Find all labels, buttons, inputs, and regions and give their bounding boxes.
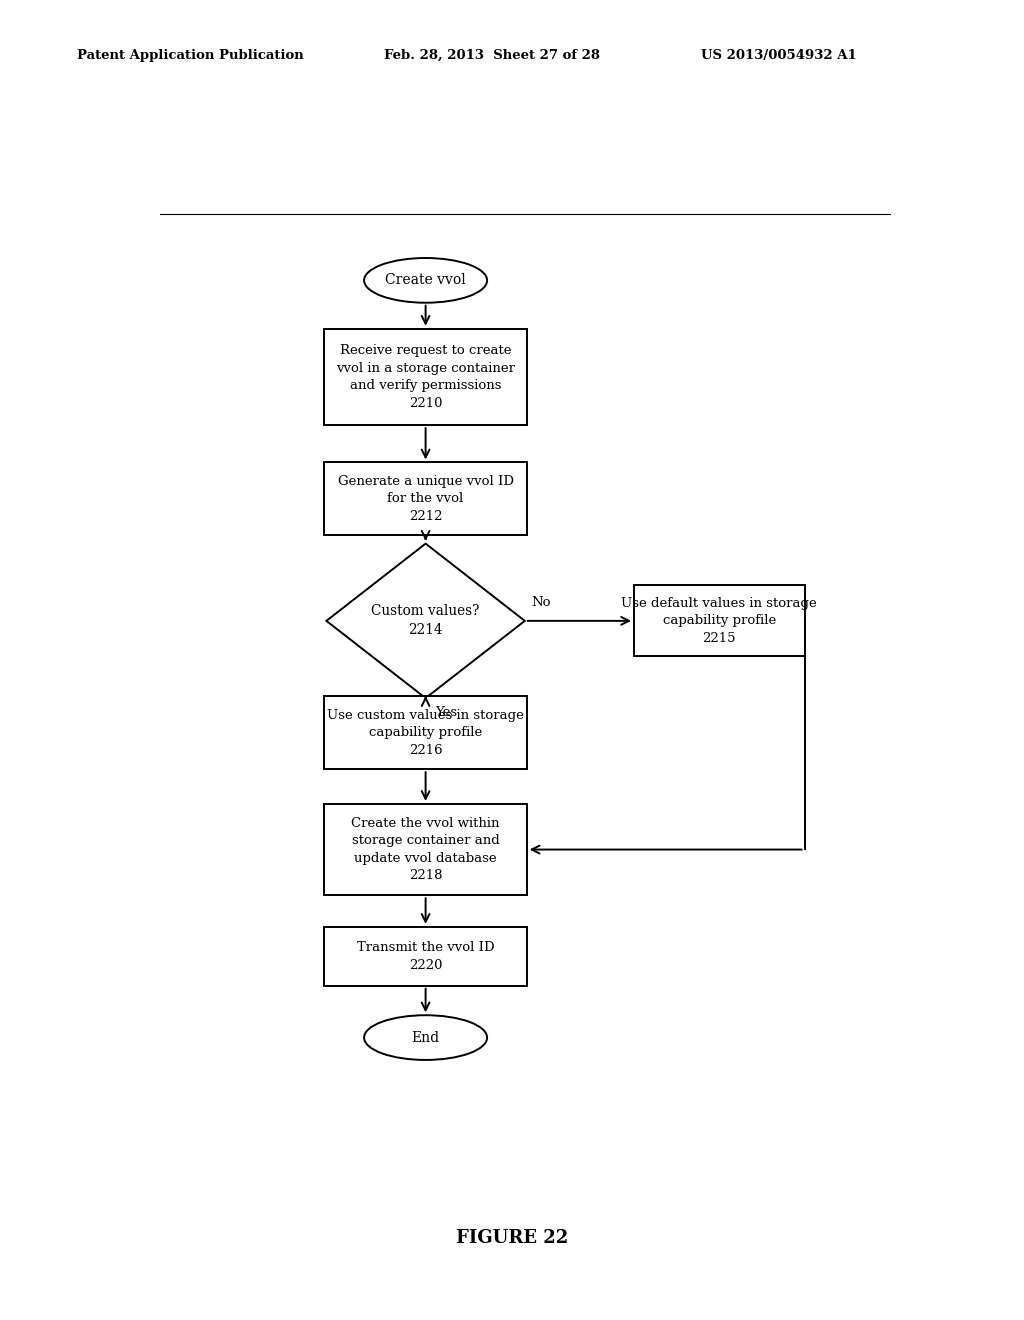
- Bar: [325, 804, 526, 895]
- Text: End: End: [412, 1031, 439, 1044]
- Text: No: No: [531, 595, 551, 609]
- Text: Feb. 28, 2013  Sheet 27 of 28: Feb. 28, 2013 Sheet 27 of 28: [384, 49, 600, 62]
- Text: Create the vvol within
storage container and
update vvol database
2218: Create the vvol within storage container…: [351, 817, 500, 882]
- Bar: [325, 927, 526, 986]
- Text: Generate a unique vvol ID
for the vvol
2212: Generate a unique vvol ID for the vvol 2…: [338, 475, 514, 523]
- Bar: [634, 585, 805, 656]
- Bar: [325, 462, 526, 536]
- Ellipse shape: [365, 1015, 487, 1060]
- Text: Use default values in storage
capability profile
2215: Use default values in storage capability…: [622, 597, 817, 645]
- Text: Patent Application Publication: Patent Application Publication: [77, 49, 303, 62]
- Bar: [325, 696, 526, 770]
- Text: Custom values?
2214: Custom values? 2214: [372, 605, 480, 638]
- Text: Use custom values in storage
capability profile
2216: Use custom values in storage capability …: [327, 709, 524, 756]
- Polygon shape: [327, 544, 524, 698]
- Ellipse shape: [365, 257, 487, 302]
- Bar: [325, 329, 526, 425]
- Text: Yes: Yes: [435, 706, 458, 719]
- Text: FIGURE 22: FIGURE 22: [456, 1229, 568, 1247]
- Text: Create vvol: Create vvol: [385, 273, 466, 288]
- Text: Transmit the vvol ID
2220: Transmit the vvol ID 2220: [356, 941, 495, 972]
- Text: Receive request to create
vvol in a storage container
and verify permissions
221: Receive request to create vvol in a stor…: [336, 345, 515, 409]
- Text: US 2013/0054932 A1: US 2013/0054932 A1: [701, 49, 857, 62]
